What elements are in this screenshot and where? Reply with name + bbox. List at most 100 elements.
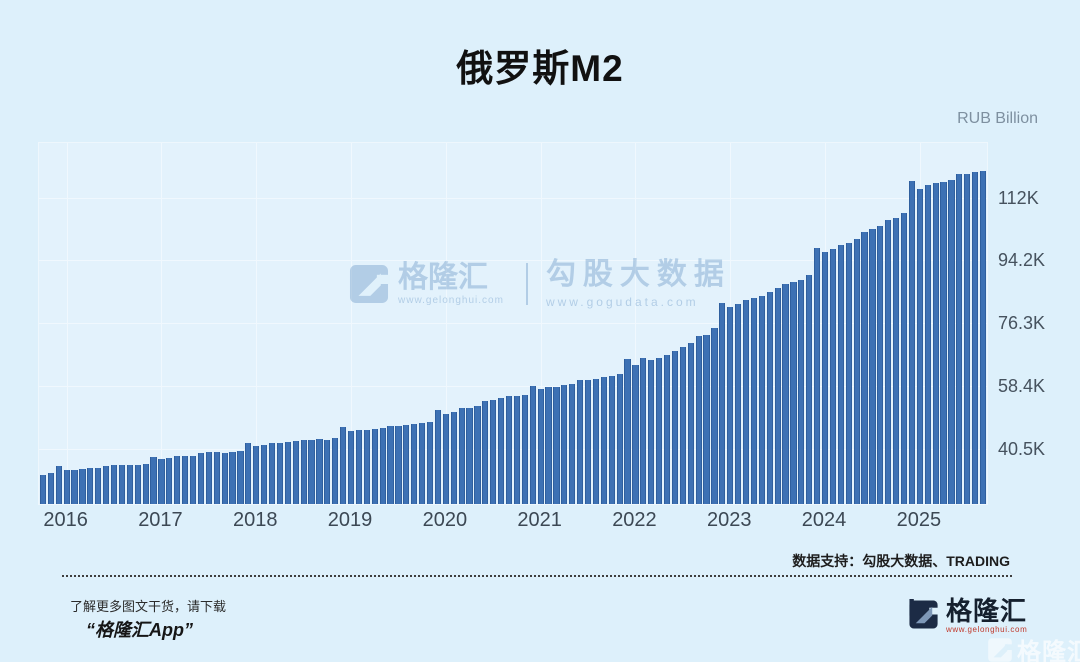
bar: [553, 387, 560, 504]
bar: [340, 426, 347, 504]
bar: [316, 438, 323, 504]
bar: [592, 378, 600, 504]
bar: [703, 334, 710, 504]
bar: [671, 351, 679, 504]
bar: [166, 458, 173, 504]
bar: [908, 180, 916, 504]
footer-promo-line2: “格隆汇App”: [86, 620, 193, 640]
bar: [529, 385, 536, 504]
bar: [687, 342, 694, 504]
gelonghui-logo-icon: [988, 637, 1013, 662]
bar: [490, 399, 497, 504]
bar: [403, 425, 410, 504]
bar: [845, 243, 852, 504]
bar: [55, 466, 62, 504]
y-axis-tick-label: 58.4K: [998, 375, 1046, 396]
bar: [126, 465, 133, 504]
corner-watermark: 格隆汇: [987, 632, 1080, 662]
x-gridline: [66, 143, 68, 504]
bar: [387, 425, 394, 504]
bar: [71, 470, 78, 504]
bar: [679, 347, 686, 504]
footer-brand-url: www.gelonghui.com: [946, 625, 1028, 634]
bar: [245, 443, 252, 504]
bar: [545, 387, 552, 504]
y-axis-tick-label: 40.5K: [998, 438, 1046, 459]
bar: [979, 170, 987, 504]
bar: [363, 430, 370, 504]
y-axis-tick-label: 112K: [998, 187, 1039, 208]
bar: [537, 389, 544, 504]
x-axis-tick-label: 2023: [707, 509, 752, 531]
bar: [411, 424, 418, 504]
footer-brand-name: 格隆汇: [946, 596, 1028, 626]
bar: [608, 376, 615, 504]
bar: [174, 456, 181, 504]
y-axis-unit-label: RUB Billion: [957, 110, 1038, 127]
bar: [750, 298, 758, 504]
bar: [916, 189, 923, 504]
bar: [253, 445, 260, 504]
bar: [482, 401, 489, 504]
bar: [711, 328, 718, 504]
bar: [142, 464, 149, 504]
bar: [577, 379, 584, 504]
bar: [924, 185, 931, 504]
x-axis-tick-label: 2016: [43, 509, 88, 531]
bar: [663, 355, 671, 504]
bar: [355, 430, 363, 504]
bar: [39, 474, 47, 504]
bar: [229, 452, 236, 504]
bar: [347, 430, 355, 504]
bar: [932, 183, 939, 504]
gelonghui-logo-icon: [909, 599, 939, 629]
y-axis-tick-label: 94.2K: [998, 250, 1046, 271]
bar: [885, 219, 892, 504]
footer-divider: [62, 575, 1012, 577]
bar: [103, 465, 110, 504]
bar: [790, 281, 797, 504]
bar: [727, 306, 734, 504]
bar: [735, 303, 742, 504]
bar: [474, 405, 481, 504]
y-gridline: [39, 260, 987, 262]
x-axis-tick-label: 2020: [422, 509, 468, 531]
x-axis-tick-label: 2019: [327, 509, 373, 531]
x-axis-tick-label: 2024: [801, 509, 847, 531]
bar: [395, 425, 402, 504]
bar: [513, 395, 521, 504]
bar: [324, 439, 331, 504]
data-support-note: 数据支持：勾股大数据、TRADING: [792, 553, 1010, 569]
bar: [837, 245, 844, 504]
bar: [782, 283, 789, 504]
corner-watermark-text: 格隆汇: [1017, 639, 1080, 662]
bar: [624, 359, 631, 504]
bar: [182, 455, 189, 504]
x-axis-tick-label: 2018: [233, 509, 278, 531]
bar: [521, 394, 528, 504]
bar: [197, 452, 205, 504]
bar: [505, 396, 513, 504]
bar: [900, 212, 908, 504]
x-axis-tick-label: 2025: [896, 509, 942, 531]
bar: [940, 181, 947, 504]
bar: [221, 452, 228, 504]
footer-brand: 格隆汇 www.gelonghui.com: [908, 598, 1027, 634]
bar: [964, 174, 971, 504]
bar: [948, 179, 955, 504]
plot-area: [38, 142, 988, 505]
bar: [719, 302, 726, 504]
bar: [632, 364, 639, 504]
bar: [261, 445, 268, 504]
y-gridline: [39, 385, 987, 387]
bar: [798, 280, 805, 504]
bar: [695, 336, 702, 504]
x-axis-tick-label: 2022: [612, 509, 657, 531]
bar: [237, 451, 244, 504]
bar: [821, 252, 829, 504]
bar: [806, 275, 813, 504]
bar: [79, 469, 86, 504]
bar: [276, 443, 284, 504]
x-gridline: [445, 143, 447, 504]
y-gridline: [39, 323, 987, 325]
